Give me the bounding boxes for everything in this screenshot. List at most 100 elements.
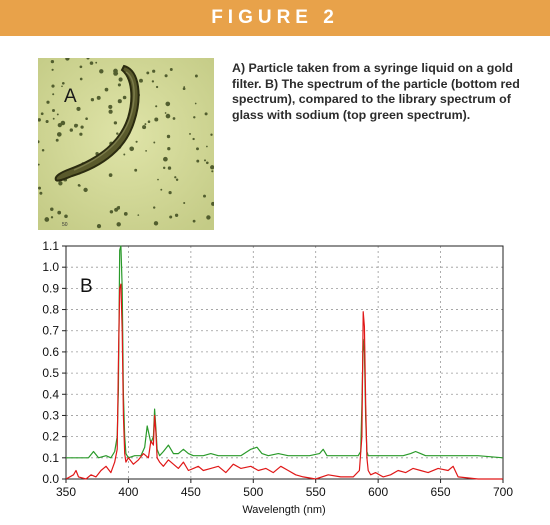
filter-speck [79,132,83,136]
filter-speck [46,100,50,104]
filter-speck [211,170,214,173]
filter-speck [60,120,66,126]
filter-speck [129,146,135,152]
filter-speck [151,80,155,83]
filter-speck [52,93,55,96]
filter-speck [55,138,59,142]
filter-speck [39,191,43,195]
filter-speck [123,153,126,156]
filter-speck [108,173,113,177]
filter-speck [194,74,198,78]
filter-speck [192,219,196,223]
filter-speck [194,102,197,105]
filter-speck [122,95,127,100]
filter-speck [153,206,156,209]
panel-b-label: B [80,276,93,297]
filter-speck [50,59,55,64]
filter-speck [139,78,143,83]
filter-speck [50,207,54,211]
particle-micrograph: A 50 [38,58,214,230]
y-tick-label: 0.3 [42,408,59,422]
x-tick-label: 500 [243,485,263,499]
filter-speck [157,178,159,181]
filter-speck [174,176,177,179]
filter-speck [38,140,40,144]
filter-speck [204,112,208,116]
filter-speck [145,150,147,152]
y-tick-label: 0.6 [42,345,59,359]
filter-speck [163,156,168,162]
filter-speck [210,133,213,136]
filter-speck [56,113,59,116]
filter-speck [210,165,214,170]
filter-speck [118,205,120,208]
filter-speck [40,112,44,116]
filter-speck [193,116,196,119]
filter-speck [134,168,138,172]
filter-speck [117,99,122,104]
scale-label: 50 [62,222,68,228]
x-tick-label: 400 [118,485,138,499]
filter-speck [169,68,173,71]
filter-speck [123,212,128,216]
filter-speck [61,85,63,88]
filter-speck [165,113,171,119]
y-tick-label: 0.4 [42,387,59,401]
filter-speck [146,71,150,75]
filter-speck [104,87,109,92]
figure-header: FIGURE 2 [0,0,550,36]
filter-speck [147,120,151,123]
filter-speck [95,61,98,64]
filter-speck [83,187,88,193]
y-tick-label: 1.0 [42,260,59,274]
filter-speck [79,77,83,81]
filter-speck [154,117,159,122]
filter-speck [137,214,140,216]
series-layer [65,245,504,480]
filter-speck [192,137,195,141]
filter-speck [167,166,172,170]
filter-speck [57,210,62,215]
y-tick-label: 0.7 [42,324,59,338]
filter-speck [203,194,206,198]
filter-speck [182,87,186,91]
filter-speck [96,95,101,100]
filter-speck [51,84,55,88]
filter-speck [117,83,121,87]
x-tick-label: 550 [306,485,326,499]
micrograph-image [38,58,214,230]
filter-speck [38,118,41,122]
filter-speck [167,147,171,151]
filter-speck [56,132,62,137]
filter-speck [45,119,49,124]
filter-speck [116,132,119,135]
filter-speck [196,147,199,151]
y-tick-label: 0.2 [42,430,59,444]
filter-speck [164,112,167,114]
filter-speck [52,109,55,112]
filter-speck [164,74,168,78]
filter-speck [172,117,176,120]
filter-speck [174,213,179,217]
plot-frame [65,245,504,480]
y-tick-label: 0.1 [42,451,59,465]
filter-speck [79,65,83,69]
filter-speck [153,221,159,226]
filter-speck [168,191,172,195]
y-tick-label: 0.9 [42,281,59,295]
filter-speck [50,216,54,219]
filter-speck [58,181,63,186]
y-tick-label: 1.1 [42,239,59,253]
x-tick-label: 350 [56,485,76,499]
series-line-red [65,283,503,480]
y-tick-label: 0.0 [42,472,59,486]
filter-speck [211,201,214,206]
filter-speck [206,215,211,220]
filter-speck [114,207,119,212]
filter-speck [203,159,207,162]
filter-speck [76,124,79,126]
filter-speck [65,58,70,61]
filter-speck [57,122,62,128]
filter-speck [135,140,138,143]
filter-speck [86,58,90,60]
